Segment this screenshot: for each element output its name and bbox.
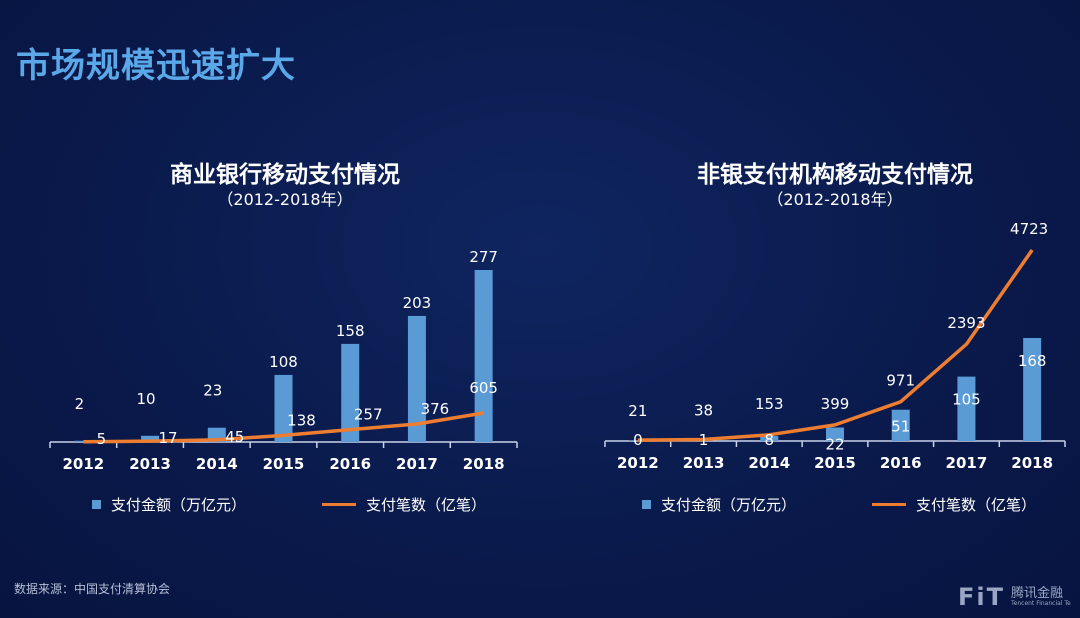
- line-data-label: 21: [628, 402, 647, 420]
- bar-2015: [826, 427, 844, 441]
- bar-data-label: 0: [633, 431, 643, 449]
- bar-2017: [957, 376, 976, 441]
- legend-swatch-line: [322, 503, 356, 506]
- line-data-label: 2393: [947, 314, 985, 332]
- x-tick-label: 2012: [617, 454, 659, 472]
- line-data-label: 971: [886, 372, 915, 390]
- bar-2018: [474, 270, 493, 442]
- line-data-label: 399: [821, 395, 850, 413]
- x-tick-label: 2015: [814, 454, 856, 472]
- bar-2013: [141, 435, 160, 442]
- logo-name-en: Tencent Financial Te: [1011, 600, 1071, 607]
- bar-data-label: 10: [137, 390, 156, 408]
- legend-swatch-bar: [642, 500, 651, 509]
- logo-mark: FiT: [958, 583, 1005, 611]
- line-data-label: 38: [694, 401, 713, 419]
- data-source: 数据来源：中国支付清算协会: [14, 582, 171, 596]
- bar-data-label: 168: [1018, 352, 1047, 370]
- bar-data-label: 2: [75, 395, 85, 413]
- line-data-label: 257: [354, 406, 383, 424]
- legend-line-left: 支付笔数（亿笔）: [322, 494, 486, 515]
- legend-swatch-bar: [92, 500, 101, 509]
- logo-name: 腾讯金融: [1011, 586, 1064, 601]
- x-tick-label: 2018: [463, 455, 505, 473]
- line-data-label: 17: [159, 429, 178, 447]
- line-data-label: 4723: [1010, 220, 1048, 238]
- x-tick-label: 2017: [946, 454, 988, 472]
- line-data-label: 5: [97, 430, 107, 448]
- bar-2012: [628, 440, 647, 441]
- x-tick-label: 2013: [129, 455, 171, 473]
- legend-label: 支付金额（万亿元）: [661, 496, 797, 514]
- x-tick-label: 2016: [329, 455, 371, 473]
- legend-label: 支付金额（万亿元）: [111, 496, 247, 514]
- bar-data-label: 158: [336, 322, 365, 340]
- chart-title-right: 非银支付机构移动支付情况: [697, 162, 973, 188]
- bar-data-label: 203: [403, 294, 432, 312]
- bar-data-label: 277: [469, 248, 498, 266]
- legend-bar-left: 支付金额（万亿元）: [92, 494, 246, 515]
- line-data-label: 138: [287, 411, 316, 429]
- x-tick-label: 2014: [196, 455, 238, 473]
- bar-2016: [891, 409, 910, 441]
- logo: FiT 腾讯金融 Tencent Financial Te: [958, 583, 1071, 611]
- chart-subtitle-left: （2012-2018年）: [217, 190, 353, 209]
- page-title: 市场规模迅速扩大: [16, 46, 296, 86]
- chart-title-left: 商业银行移动支付情况: [170, 162, 400, 188]
- x-tick-label: 2015: [263, 455, 305, 473]
- legend-swatch-line: [872, 503, 906, 506]
- bar-2015: [274, 374, 293, 442]
- bar-data-label: 51: [891, 418, 910, 436]
- line-data-label: 376: [421, 400, 450, 418]
- bar-2017: [407, 315, 426, 442]
- bar-data-label: 108: [269, 353, 298, 371]
- x-tick-label: 2018: [1011, 454, 1053, 472]
- legend-bar-right: 支付金额（万亿元）: [642, 494, 796, 515]
- bar-data-label: 8: [765, 431, 775, 449]
- line-data-label: 605: [469, 379, 498, 397]
- legend-label: 支付笔数（亿笔）: [916, 496, 1037, 514]
- bar-2014: [760, 436, 779, 441]
- x-tick-label: 2014: [748, 454, 790, 472]
- bar-data-label: 23: [203, 382, 222, 400]
- line-data-label: 153: [755, 395, 784, 413]
- x-tick-label: 2013: [683, 454, 725, 472]
- bar-data-label: 1: [699, 431, 709, 449]
- bar-data-label: 105: [952, 391, 981, 409]
- legend-line-right: 支付笔数（亿笔）: [872, 494, 1036, 515]
- x-tick-label: 2012: [62, 455, 104, 473]
- legend-label: 支付笔数（亿笔）: [366, 496, 487, 514]
- chart-subtitle-right: （2012-2018年）: [767, 190, 903, 209]
- x-tick-label: 2016: [880, 454, 922, 472]
- bar-2016: [341, 343, 360, 442]
- bar-2018: [1023, 338, 1042, 441]
- bar-data-label: 22: [825, 436, 844, 454]
- line-data-label: 45: [225, 428, 244, 446]
- x-tick-label: 2017: [396, 455, 438, 473]
